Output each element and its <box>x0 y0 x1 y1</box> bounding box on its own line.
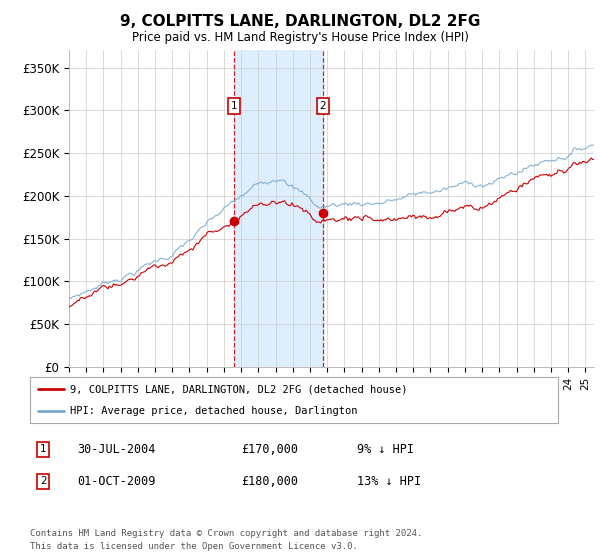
Text: £180,000: £180,000 <box>241 475 298 488</box>
Text: 30-JUL-2004: 30-JUL-2004 <box>77 443 156 456</box>
Text: 2: 2 <box>320 101 326 111</box>
Text: This data is licensed under the Open Government Licence v3.0.: This data is licensed under the Open Gov… <box>30 542 358 551</box>
Text: Contains HM Land Registry data © Crown copyright and database right 2024.: Contains HM Land Registry data © Crown c… <box>30 529 422 538</box>
Text: Price paid vs. HM Land Registry's House Price Index (HPI): Price paid vs. HM Land Registry's House … <box>131 31 469 44</box>
Text: HPI: Average price, detached house, Darlington: HPI: Average price, detached house, Darl… <box>70 407 357 416</box>
Text: £170,000: £170,000 <box>241 443 298 456</box>
Text: 1: 1 <box>40 444 47 454</box>
Text: 9, COLPITTS LANE, DARLINGTON, DL2 2FG (detached house): 9, COLPITTS LANE, DARLINGTON, DL2 2FG (d… <box>70 384 407 394</box>
Text: 1: 1 <box>230 101 237 111</box>
Bar <box>234 50 323 367</box>
Text: 01-OCT-2009: 01-OCT-2009 <box>77 475 156 488</box>
Text: 2: 2 <box>40 476 47 486</box>
Text: 13% ↓ HPI: 13% ↓ HPI <box>358 475 421 488</box>
Text: 9% ↓ HPI: 9% ↓ HPI <box>358 443 415 456</box>
Text: 9, COLPITTS LANE, DARLINGTON, DL2 2FG: 9, COLPITTS LANE, DARLINGTON, DL2 2FG <box>120 14 480 29</box>
